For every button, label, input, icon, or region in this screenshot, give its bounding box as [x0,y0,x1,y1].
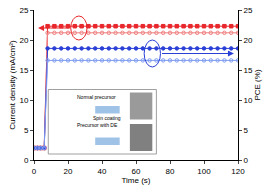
svg-text:Current density (mA/cm²): Current density (mA/cm²) [8,40,17,130]
svg-text:5: 5 [244,126,249,135]
svg-text:0: 0 [244,156,249,165]
svg-text:PCE (%): PCE (%) [253,69,262,100]
svg-text:15: 15 [244,66,253,75]
svg-text:120: 120 [231,167,245,176]
svg-text:0: 0 [24,156,29,165]
svg-text:Spin coating: Spin coating [93,115,121,121]
svg-text:0: 0 [32,167,37,176]
svg-text:15: 15 [19,66,28,75]
svg-text:Time (s): Time (s) [121,176,150,185]
svg-text:20: 20 [244,36,253,45]
svg-text:Precursor with DE: Precursor with DE [77,122,118,128]
svg-text:20: 20 [19,36,28,45]
svg-text:20: 20 [64,167,73,176]
svg-text:10: 10 [244,96,253,105]
svg-text:25: 25 [244,6,253,15]
svg-text:100: 100 [197,167,211,176]
svg-text:Normal precursor: Normal precursor [77,94,116,100]
svg-text:80: 80 [166,167,175,176]
svg-text:10: 10 [19,96,28,105]
svg-text:25: 25 [19,6,28,15]
svg-text:60: 60 [132,167,141,176]
svg-text:40: 40 [98,167,107,176]
svg-text:5: 5 [24,126,29,135]
